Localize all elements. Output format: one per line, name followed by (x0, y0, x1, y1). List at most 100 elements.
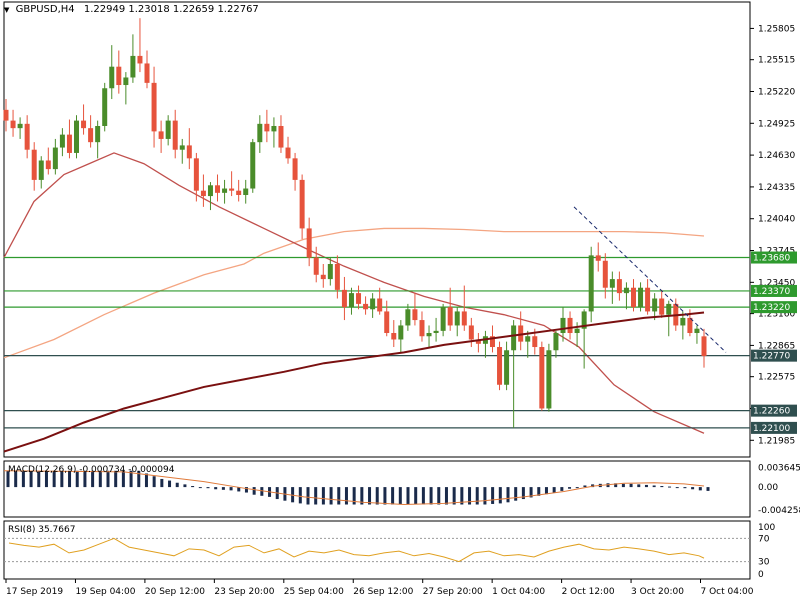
macd-histogram-bar (252, 487, 256, 495)
candle-bear (151, 82, 157, 132)
candle-bear (10, 120, 16, 129)
candle-bull (433, 330, 439, 334)
time-axis-label: 20 Sep 12:00 (145, 587, 205, 597)
macd-histogram-bar (129, 470, 133, 488)
candle-bear (186, 145, 192, 159)
candle-bull (623, 287, 629, 294)
candle-bear (200, 190, 206, 197)
main-panel-frame (3, 1, 751, 458)
candle-bear (595, 255, 601, 261)
candle-bear (334, 264, 340, 290)
candle-bear (320, 274, 326, 280)
candle-bear (497, 347, 503, 385)
macd-histogram-bar (421, 487, 425, 505)
candle-bull (95, 125, 101, 143)
time-axis-label: 26 Sep 12:00 (353, 587, 413, 597)
candle-bear (363, 303, 369, 310)
price-axis-label: 1.22865 (758, 341, 795, 351)
macd-histogram-bar (514, 487, 518, 501)
macd-histogram-bar (475, 487, 479, 505)
candle-bull (165, 120, 171, 139)
macd-histogram-bar (329, 487, 333, 505)
macd-histogram-bar (306, 487, 310, 505)
price-level-tag (751, 349, 797, 362)
rsi-axis-label: 0 (758, 570, 764, 580)
macd-signal-line (3, 470, 705, 505)
macd-histogram-bar (691, 487, 695, 490)
macd-histogram-bar (668, 486, 672, 488)
macd-histogram-bar (144, 473, 148, 488)
time-axis-label: 1 Oct 04:00 (492, 587, 545, 597)
macd-histogram-bar (498, 487, 502, 504)
candle-bear (193, 158, 199, 191)
symbol-label: GBPUSD,H4 (15, 4, 75, 15)
macd-histogram-bar (44, 470, 48, 488)
candle-bear (88, 128, 94, 143)
candle-bear (616, 279, 622, 294)
macd-histogram-bar (291, 487, 295, 503)
candle-bear (116, 66, 122, 86)
candle-bull (222, 188, 228, 193)
candle-bear (475, 339, 481, 344)
candle-bear (299, 179, 305, 229)
collapse-arrow-icon[interactable]: ▼ (4, 6, 10, 14)
price-axis-label: 1.23450 (758, 278, 795, 288)
candle-bear (419, 320, 425, 337)
macd-histogram-bar (352, 487, 356, 505)
candle-bull (52, 147, 58, 170)
macd-histogram-bar (621, 483, 625, 488)
rsi-label: RSI(8) 35.7667 (8, 525, 75, 535)
price-axis-label: 1.25220 (758, 87, 795, 97)
candle-bear (567, 317, 573, 334)
candle-bear (285, 147, 291, 159)
price-level-label: 1.23370 (753, 287, 790, 297)
candle-bear (24, 123, 30, 150)
macd-histogram-bar (568, 487, 572, 489)
price-axis-label: 1.24925 (758, 119, 795, 129)
candle-bear (412, 309, 418, 321)
macd-histogram-bar (314, 487, 318, 505)
candle-bear (539, 347, 545, 409)
price-level-label: 1.22770 (753, 352, 790, 362)
candle-bear (81, 120, 87, 129)
candle-bull (588, 255, 594, 312)
candle-bear (158, 131, 164, 139)
macd-histogram-bar (375, 487, 379, 505)
price-axis-label: 1.24040 (758, 215, 795, 225)
candle-bear (137, 55, 143, 64)
macd-histogram-bar (429, 487, 433, 505)
macd-histogram-bar (75, 470, 79, 488)
candle-bull (574, 328, 580, 334)
candle-bull (250, 142, 256, 189)
macd-histogram-bar (237, 487, 241, 492)
macd-histogram-bar (14, 470, 18, 488)
candle-bear (229, 188, 235, 191)
macd-histogram-bar (583, 485, 587, 488)
macd-label: MACD(12,26,9) -0.000734 -0.000094 (8, 465, 175, 475)
macd-histogram-bar (383, 487, 387, 505)
candle-bull (207, 185, 213, 197)
macd-histogram-bar (575, 487, 579, 489)
candle-bear (236, 190, 242, 195)
macd-histogram-bar (337, 487, 341, 505)
candle-bear (144, 63, 150, 83)
candle-bull (243, 188, 249, 195)
candle-bull (511, 325, 517, 351)
candle-bull (652, 298, 658, 312)
macd-histogram-bar (675, 487, 679, 489)
candle-bear (468, 325, 474, 340)
candle-bear (306, 228, 312, 258)
macd-histogram-bar (6, 470, 10, 488)
candle-bear (384, 311, 390, 334)
price-axis-label: 1.21985 (758, 436, 795, 446)
macd-histogram-bar (91, 470, 95, 488)
macd-histogram-bar (614, 483, 618, 488)
time-axis-label: 7 Oct 04:00 (701, 587, 754, 597)
macd-histogram-bar (360, 487, 364, 505)
candle-bear (3, 109, 9, 121)
candle-bull (504, 350, 510, 385)
candle-bear (356, 293, 362, 304)
candle-bear (172, 120, 178, 150)
